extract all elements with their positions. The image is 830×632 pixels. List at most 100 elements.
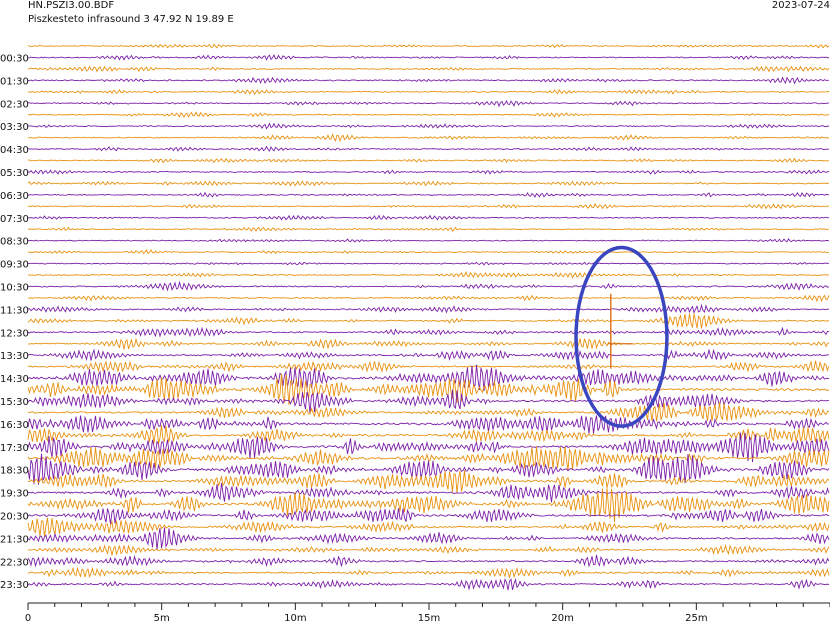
y-tick-label: 13:30	[0, 351, 29, 362]
record-date: 2023-07-24	[771, 0, 830, 11]
y-tick-label: 00:30	[0, 53, 29, 64]
y-tick-label: 09:30	[0, 260, 29, 271]
y-tick-label: 19:30	[0, 489, 29, 500]
y-label-bg	[0, 349, 27, 361]
y-label-bg	[0, 211, 27, 223]
y-tick-label: 04:30	[0, 145, 29, 156]
y-label-bg	[0, 326, 27, 338]
trace-33	[27, 414, 830, 434]
y-tick-label: 18:30	[0, 466, 29, 477]
y-tick-label: 01:30	[0, 76, 29, 87]
y-tick-label: 05:30	[0, 168, 29, 179]
y-label-bg	[0, 280, 27, 292]
trace-30	[27, 373, 830, 406]
trace-3	[27, 76, 830, 85]
y-tick-label: 03:30	[0, 122, 29, 133]
trace-13	[27, 191, 830, 198]
trace-0	[27, 43, 830, 49]
y-tick-label: 11:30	[0, 305, 29, 316]
trace-45	[27, 554, 830, 568]
trace-12	[27, 180, 830, 187]
y-label-bg	[0, 74, 27, 86]
trace-23	[27, 303, 830, 314]
trace-8	[27, 133, 830, 143]
y-label-bg	[0, 417, 27, 429]
y-label-bg	[0, 394, 27, 406]
x-tick-label: 0	[25, 613, 31, 624]
y-tick-label: 17:30	[0, 443, 29, 454]
trace-36	[27, 446, 830, 471]
trace-1	[27, 54, 830, 61]
y-label-bg	[0, 97, 27, 109]
y-tick-label: 21:30	[0, 534, 29, 545]
trace-10	[27, 157, 830, 164]
station-code: HN.PSZI3.00.BDF	[28, 0, 115, 11]
trace-34	[27, 425, 830, 444]
trace-39	[27, 482, 830, 503]
trace-11	[27, 169, 830, 175]
x-tick-label: 10m	[284, 613, 306, 624]
y-tick-label: 15:30	[0, 397, 29, 408]
y-tick-label: 10:30	[0, 282, 29, 293]
y-label-bg	[0, 51, 27, 63]
y-tick-labels: 00:30 01:30 02:30 03:30 04:30 05:30 06:30 07:30…	[0, 51, 29, 591]
x-tick-label: 20m	[551, 613, 573, 624]
y-label-bg	[0, 165, 27, 177]
y-label-bg	[0, 578, 27, 590]
trace-27	[27, 348, 830, 362]
trace-15	[27, 214, 830, 221]
trace-32	[27, 402, 830, 422]
trace-9	[27, 145, 830, 152]
y-tick-label: 08:30	[0, 237, 29, 248]
y-label-bg	[0, 234, 27, 246]
x-tick-label: 25m	[685, 613, 707, 624]
trace-24	[27, 313, 830, 329]
y-tick-label: 06:30	[0, 191, 29, 202]
x-tick-label: 5m	[154, 613, 170, 624]
y-tick-label: 02:30	[0, 99, 29, 110]
trace-42	[27, 517, 830, 538]
y-label-bg	[0, 372, 27, 384]
highlight-ellipse	[574, 245, 669, 428]
x-axis: 0 5m 10m 15m 20m 25m	[25, 602, 830, 624]
trace-40	[27, 488, 830, 523]
y-label-bg	[0, 440, 27, 452]
trace-17	[27, 238, 830, 243]
y-label-bg	[0, 120, 27, 132]
y-tick-label: 23:30	[0, 580, 29, 591]
trace-44	[27, 543, 830, 556]
trace-14	[27, 202, 830, 210]
trace-16	[27, 226, 830, 232]
trace-5	[27, 100, 830, 108]
annotation-group	[574, 245, 669, 428]
trace-2	[27, 65, 830, 73]
trace-38	[27, 470, 830, 494]
trace-26	[27, 337, 830, 350]
y-label-bg	[0, 257, 27, 269]
y-label-bg	[0, 143, 27, 155]
trace-25	[27, 326, 830, 338]
trace-43	[27, 527, 830, 550]
y-label-bg	[0, 532, 27, 544]
trace-20	[27, 271, 830, 279]
trace-46	[27, 566, 830, 579]
y-label-bg	[0, 463, 27, 475]
y-tick-label: 07:30	[0, 214, 29, 225]
y-tick-label: 22:30	[0, 557, 29, 568]
y-label-bg	[0, 555, 27, 567]
y-label-bg	[0, 188, 27, 200]
y-label-bg	[0, 486, 27, 498]
station-location: Piszkesteto infrasound 3 47.92 N 19.89 E	[28, 14, 234, 25]
trace-4	[27, 88, 830, 96]
y-tick-label: 14:30	[0, 374, 29, 385]
y-tick-label: 20:30	[0, 511, 29, 522]
trace-37	[27, 453, 830, 485]
trace-18	[27, 249, 830, 255]
trace-7	[27, 122, 830, 130]
y-tick-label: 16:30	[0, 420, 29, 431]
y-label-bg	[0, 509, 27, 521]
trace-28	[27, 360, 830, 373]
trace-41	[27, 508, 830, 525]
trace-47	[27, 578, 830, 591]
